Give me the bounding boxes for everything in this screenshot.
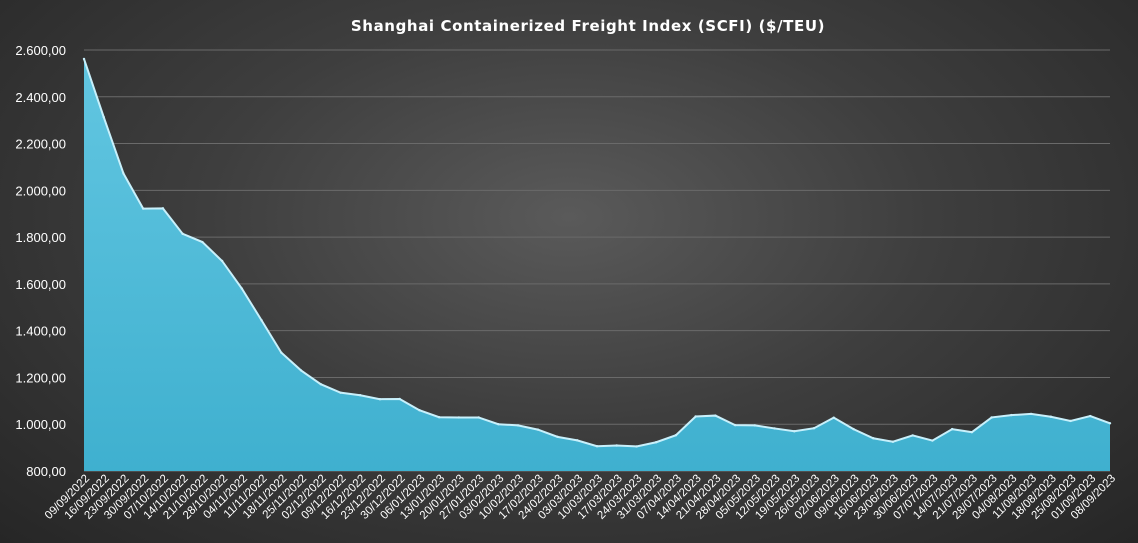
- data-point: [872, 437, 875, 440]
- data-point: [615, 444, 618, 447]
- chart-title: Shanghai Containerized Freight Index (SC…: [350, 17, 826, 35]
- data-point: [753, 424, 757, 427]
- data-point: [1010, 413, 1013, 417]
- data-point: [832, 416, 835, 419]
- y-tick-label: 1.400,00: [15, 324, 66, 339]
- y-tick-label: 1.200,00: [15, 370, 66, 385]
- data-point: [1049, 415, 1053, 418]
- data-point: [141, 207, 145, 210]
- data-point: [280, 351, 283, 354]
- y-tick-label: 2.400,00: [15, 90, 66, 105]
- area-series: [84, 58, 1110, 471]
- data-point: [654, 441, 658, 444]
- data-point: [970, 430, 974, 434]
- data-point: [694, 415, 697, 418]
- data-point: [536, 428, 540, 431]
- data-point: [516, 424, 520, 427]
- data-point: [674, 434, 678, 437]
- data-point: [556, 435, 559, 439]
- data-point: [82, 57, 86, 61]
- data-point: [1089, 414, 1092, 418]
- data-point: [852, 427, 855, 431]
- data-point: [773, 427, 776, 430]
- data-point: [1108, 422, 1112, 425]
- data-point: [931, 439, 934, 442]
- data-point: [220, 259, 224, 263]
- data-point: [260, 319, 263, 322]
- y-tick-label: 2.600,00: [15, 43, 66, 58]
- y-tick-label: 2.200,00: [15, 137, 66, 152]
- y-tick-label: 800,00: [26, 464, 66, 479]
- data-point: [477, 416, 480, 419]
- data-point: [891, 440, 895, 443]
- y-tick-label: 1.800,00: [15, 230, 66, 245]
- data-point: [793, 430, 796, 433]
- data-point: [102, 115, 105, 119]
- data-point: [201, 240, 204, 244]
- data-point: [122, 172, 125, 175]
- data-point: [319, 383, 322, 386]
- data-point: [240, 287, 244, 290]
- data-point: [635, 445, 638, 448]
- y-tick-label: 1.600,00: [15, 277, 66, 292]
- y-tick-label: 1.000,00: [15, 417, 66, 432]
- data-point: [733, 423, 737, 427]
- data-point: [812, 427, 816, 430]
- data-point: [714, 414, 717, 417]
- data-point: [497, 423, 500, 426]
- data-point: [990, 416, 993, 419]
- data-point: [950, 427, 954, 431]
- data-point: [359, 394, 362, 397]
- data-point: [299, 369, 303, 372]
- data-point: [595, 445, 599, 448]
- data-point: [378, 398, 382, 401]
- data-point: [911, 434, 914, 437]
- data-point: [576, 439, 579, 442]
- data-point: [457, 416, 461, 419]
- y-tick-label: 2.000,00: [15, 183, 66, 198]
- data-point: [339, 391, 342, 394]
- data-point: [437, 416, 441, 419]
- data-point: [161, 207, 165, 210]
- data-point: [418, 408, 421, 412]
- data-point: [1069, 419, 1072, 423]
- data-point: [181, 232, 184, 236]
- data-point: [398, 397, 401, 401]
- data-point: [1029, 412, 1033, 416]
